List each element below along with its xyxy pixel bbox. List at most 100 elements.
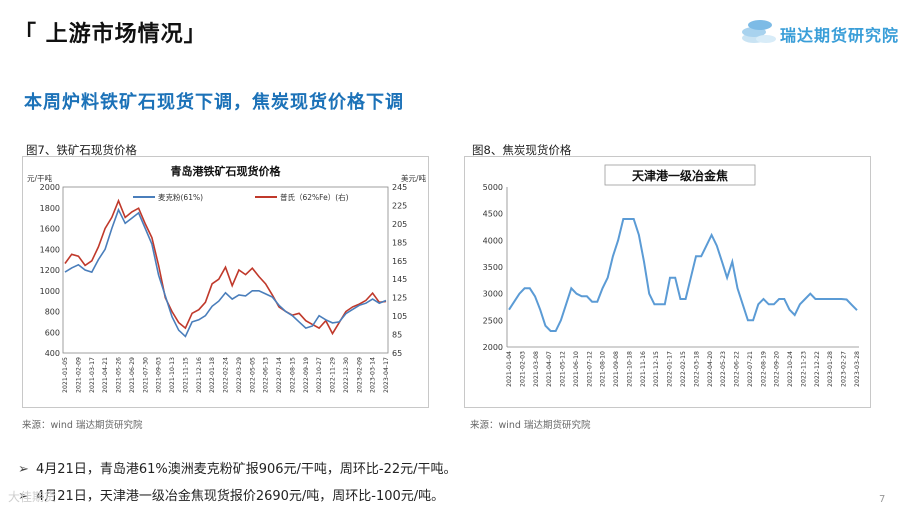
chart2-x-tick-label: 2021-03-08 [533,351,540,387]
chart2-x-tick-label: 2022-10-24 [787,351,794,387]
y-axis-left-label: 元/干吨 [27,173,53,183]
chart1-x-tick-label: 2022-05-05 [249,357,256,393]
y-tick-label-left: 400 [45,349,60,358]
page-number: 7 [879,494,886,505]
chart1-x-tick-label: 2022-07-14 [276,357,283,393]
chart-title: 青岛港铁矿石现货价格 [171,164,282,178]
bullet-text: 4月21日，青岛港61%澳洲麦克粉矿报906元/干吨，周环比-22元/干吨。 [36,462,457,477]
chart2-x-tick-label: 2021-04-07 [546,351,553,387]
y-tick-label-right: 185 [392,238,407,247]
arrow-bullet-icon: ➢ [18,489,29,504]
chart1-x-tick-label: 2022-11-29 [330,357,337,393]
y-tick-label: 2000 [483,343,503,352]
figure1-caption: 图7、铁矿石现货价格 [26,143,137,157]
chart1-x-tick-label: 2023-03-14 [370,357,377,393]
y-tick-label-right: 105 [392,312,407,321]
y-tick-label-right: 165 [392,257,407,266]
chart2-x-tick-label: 2022-09-20 [774,351,781,387]
y-tick-label-right: 145 [392,275,407,284]
y-tick-label-left: 800 [45,308,60,317]
chart2-x-tick-label: 2021-10-18 [626,351,633,387]
chart1-x-tick-label: 2022-02-24 [223,357,230,393]
y-tick-label-right: 65 [392,349,402,358]
chart1-x-tick-label: 2022-03-29 [236,357,243,393]
chart2-x-tick-label: 2022-11-23 [800,351,807,387]
chart2-x-tick-label: 2022-01-17 [667,351,674,387]
page-title: 「 上游市场情况」 [14,22,207,47]
y-tick-label: 4000 [483,236,503,245]
chart-title-box [604,164,756,186]
chart2-x-tick-label: 2023-02-27 [841,351,848,387]
bullet-item: ➢ 4月21日，天津港一级冶金焦现货报价2690元/吨，周环比-100元/吨。 [18,485,444,504]
chart1-x-tick-label: 2021-09-03 [156,357,163,393]
chart1-x-tick-label: 2022-10-27 [316,357,323,393]
bullet-item: ➢ 4月21日，青岛港61%澳洲麦克粉矿报906元/干吨，周环比-22元/干吨。 [18,458,457,477]
figure2-caption: 图8、焦炭现货价格 [472,143,572,157]
y-tick-label: 5000 [483,183,503,192]
bullet-text: 4月21日，天津港一级冶金焦现货报价2690元/吨，周环比-100元/吨。 [36,489,445,504]
chart2-x-tick-label: 2022-06-22 [734,351,741,387]
chart2-x-tick-label: 2022-02-15 [680,351,687,387]
chart2-x-tick-label: 2021-01-04 [506,351,513,387]
chart1-x-tick-label: 2022-09-19 [303,357,310,393]
y-axis-right-label: 美元/吨 [401,173,427,183]
figure1-frame: 青岛港铁矿石现货价格 元/干吨 美元/吨 400 600 800 1000 1200 1400 1… [22,156,429,408]
coke-chart: 天津港一级冶金焦 2000 2500 3000 3500 4000 4500 5000 2021… [483,164,861,387]
chart1-x-tick-label: 2023-02-09 [356,357,363,393]
y-tick-label-left: 1800 [40,204,60,213]
chart1-x-tick-label: 2021-10-13 [169,357,176,393]
chart2-x-tick-label: 2021-06-10 [573,351,580,387]
chart2-x-tick-label: 2021-12-15 [653,351,660,387]
y-tick-label: 3500 [483,263,503,272]
y-tick-label-right: 205 [392,220,407,229]
logo-text: 瑞达期货研究院 [780,26,900,45]
chart2-x-tick-label: 2022-07-21 [747,351,754,387]
figure2-frame: 天津港一级冶金焦 2000 2500 3000 3500 4000 4500 5000 2021… [464,156,871,408]
chart1-x-tick-label: 2021-07-30 [142,357,149,393]
chart1-x-tick-label: 2021-06-29 [129,357,136,393]
y-tick-label-left: 1600 [40,225,60,234]
chart2-x-tick-label: 2022-05-23 [720,351,727,387]
chart2-x-tick-label: 2022-08-19 [760,351,767,387]
chart2-x-tick-label: 2021-08-10 [600,351,607,387]
chart2-x-tick-label: 2022-03-18 [693,351,700,387]
chart1-x-tick-label: 2021-04-21 [102,357,109,393]
y-tick-label-right: 245 [392,183,407,192]
legend-label-mike: 麦克粉(61%) [158,192,203,202]
chart2-x-tick-label: 2023-03-28 [854,351,861,387]
chart1-x-tick-label: 2021-05-26 [116,357,123,393]
chart1-x-tick-label: 2021-01-05 [62,357,69,393]
y-tick-label: 4500 [483,210,503,219]
y-tick-label-right: 85 [392,331,402,340]
chart-title: 天津港一级冶金焦 [632,168,728,183]
y-tick-label-left: 1400 [40,245,60,254]
series-line-coke [508,218,858,332]
chart2-x-tick-label: 2022-04-20 [707,351,714,387]
series-line-mike [64,207,387,338]
chart1-x-tick-label: 2021-11-15 [182,357,189,393]
y-tick-label: 3000 [483,290,503,299]
chart1-x-tick-label: 2021-03-17 [89,357,96,393]
chart1-x-tick-label: 2021-12-16 [196,357,203,393]
y-tick-label-left: 2000 [40,183,60,192]
chart1-x-tick-label: 2021-02-09 [75,357,82,393]
chart2-x-tick-label: 2021-09-08 [613,351,620,387]
y-tick-label: 2500 [483,316,503,325]
chart2-x-tick-label: 2021-07-12 [586,351,593,387]
logo-icon [742,20,776,43]
chart1-x-tick-label: 2022-12-30 [343,357,350,393]
figure2-source: 来源：wind 瑞达期货研究院 [470,420,591,431]
plot-area [62,186,389,354]
y-tick-label-left: 1000 [40,287,60,296]
y-tick-label-left: 600 [45,328,60,337]
arrow-bullet-icon: ➢ [18,462,29,477]
chart2-x-tick-label: 2021-02-03 [519,351,526,387]
chart2-x-tick-label: 2022-12-22 [814,351,821,387]
legend-label-platts: 普氏（62%Fe）(右) [280,192,349,202]
chart1-x-tick-label: 2022-01-18 [209,357,216,393]
chart2-x-tick-label: 2021-05-12 [560,351,567,387]
y-tick-label-right: 125 [392,294,407,303]
chart1-x-tick-label: 2022-08-15 [289,357,296,393]
chart2-x-tick-label: 2023-01-28 [827,351,834,387]
